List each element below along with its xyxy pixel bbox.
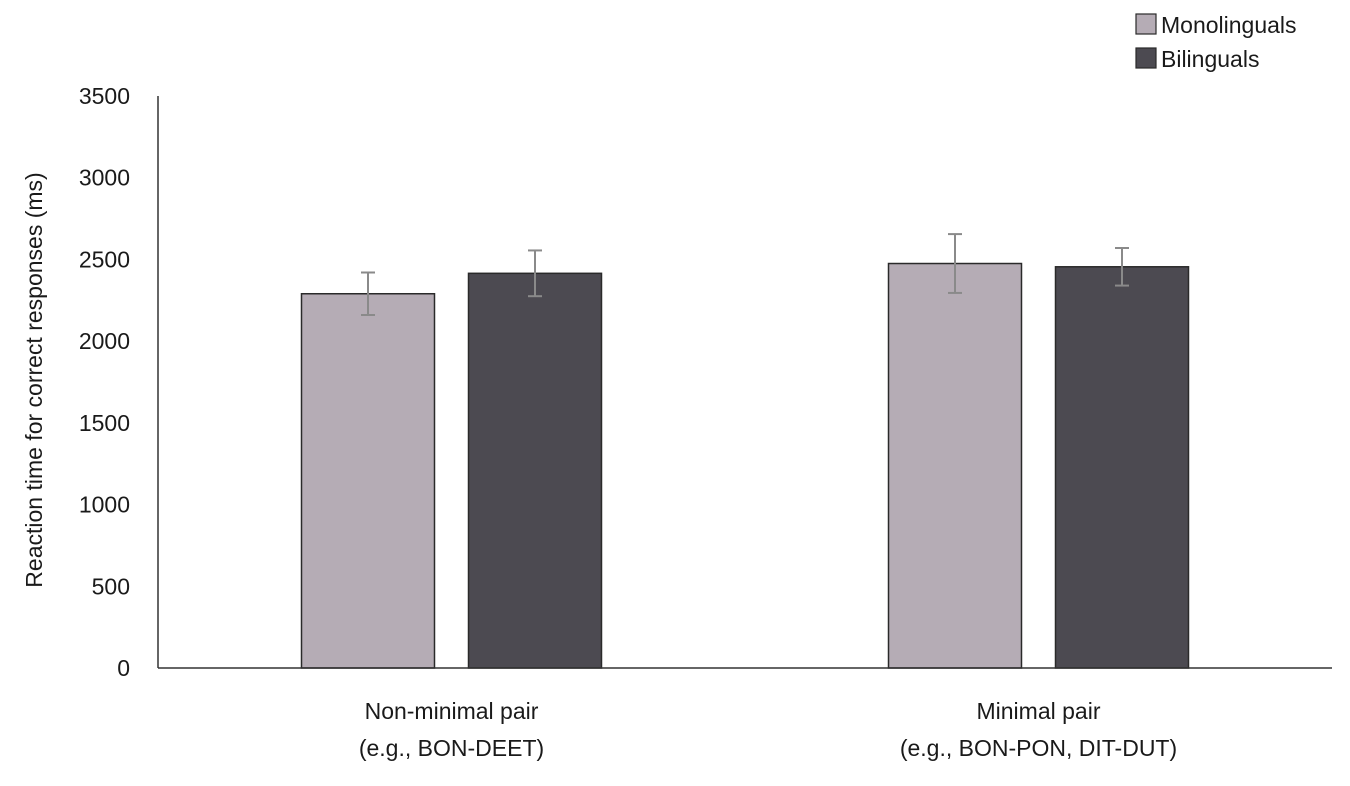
x-category-label: (e.g., BON-DEET) bbox=[359, 735, 544, 761]
x-category-label: (e.g., BON-PON, DIT-DUT) bbox=[900, 735, 1177, 761]
bar-bilinguals-1 bbox=[467, 272, 603, 669]
y-tick-label: 3000 bbox=[79, 165, 130, 191]
legend-swatch-monolinguals bbox=[1135, 13, 1157, 35]
y-axis-ticks: 0 500 1000 1500 2000 2500 3000 3500 bbox=[79, 83, 130, 681]
bar-bilinguals-2 bbox=[1054, 266, 1190, 669]
legend-label-bilinguals: Bilinguals bbox=[1161, 46, 1259, 72]
y-tick-label: 1000 bbox=[79, 492, 130, 518]
legend-label-monolinguals: Monolinguals bbox=[1161, 12, 1297, 38]
legend-swatch-bilinguals bbox=[1135, 47, 1157, 69]
error-bars bbox=[361, 233, 1129, 316]
y-tick-label: 2500 bbox=[79, 246, 130, 272]
error-bar bbox=[528, 249, 542, 298]
bar-monolinguals-1 bbox=[300, 292, 436, 669]
y-tick-label: 1500 bbox=[79, 410, 130, 436]
y-tick-label: 3500 bbox=[79, 83, 130, 109]
bar-monolinguals-2 bbox=[887, 262, 1023, 669]
y-axis-title: Reaction time for correct responses (ms) bbox=[21, 172, 47, 587]
x-category-label: Non-minimal pair bbox=[365, 698, 539, 724]
error-bar bbox=[361, 271, 375, 316]
bars bbox=[300, 262, 1190, 669]
y-tick-label: 500 bbox=[92, 573, 130, 599]
x-category-label: Minimal pair bbox=[977, 698, 1101, 724]
error-bar bbox=[948, 233, 962, 294]
y-tick-label: 2000 bbox=[79, 328, 130, 354]
error-bar bbox=[1115, 246, 1129, 287]
legend: Monolinguals Bilinguals bbox=[1135, 12, 1297, 72]
x-axis-categories: Non-minimal pair (e.g., BON-DEET) Minimal … bbox=[359, 698, 1177, 761]
y-tick-label: 0 bbox=[117, 655, 130, 681]
